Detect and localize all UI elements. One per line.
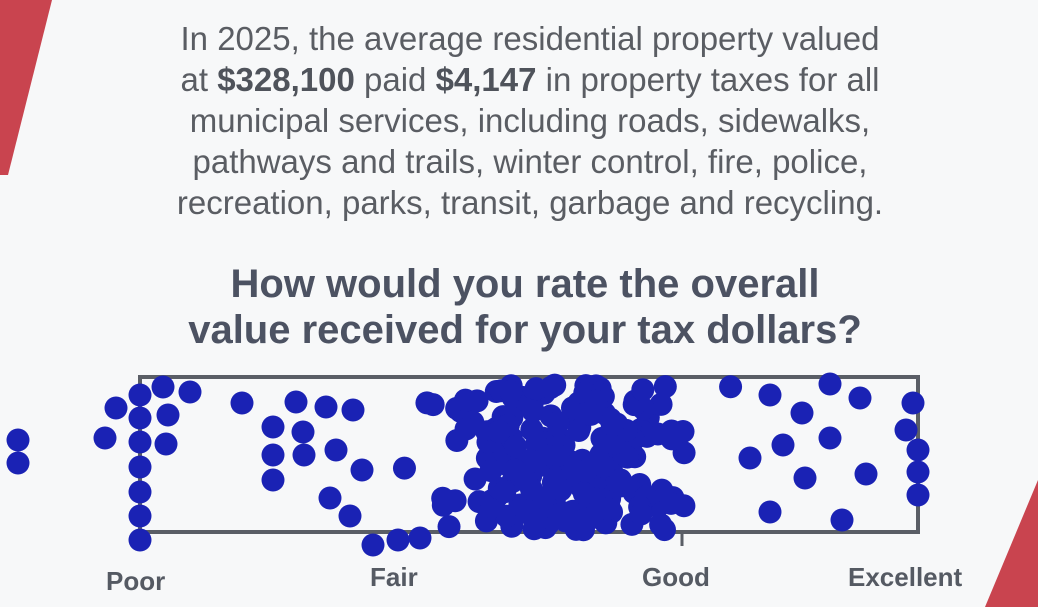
vote-dot xyxy=(351,459,374,482)
vote-dot xyxy=(179,381,202,404)
vote-dot xyxy=(129,431,152,454)
vote-dot xyxy=(292,421,315,444)
amount: $4,147 xyxy=(436,61,537,98)
scale-label: Good xyxy=(642,562,710,593)
vote-dot xyxy=(819,427,842,450)
vote-dot xyxy=(902,392,925,415)
text: in property taxes for all xyxy=(546,61,880,98)
statement-line: at $328,100 paid $4,147 in property taxe… xyxy=(0,59,1038,100)
vote-dot xyxy=(592,455,615,478)
vote-dot xyxy=(907,484,930,507)
text: municipal services, including roads, sid… xyxy=(190,102,870,139)
vote-dot xyxy=(522,400,545,423)
statement-line: municipal services, including roads, sid… xyxy=(0,100,1038,141)
vote-dot xyxy=(325,439,348,462)
vote-dot xyxy=(759,501,782,524)
vote-dot xyxy=(293,444,316,467)
vote-dot xyxy=(157,404,180,427)
vote-dot xyxy=(831,509,854,532)
text: recreation, parks, transit, garbage and … xyxy=(177,184,883,221)
vote-dot xyxy=(262,444,285,467)
vote-dot xyxy=(362,534,385,557)
vote-dot xyxy=(152,376,175,399)
vote-dot xyxy=(525,377,548,400)
vote-dot xyxy=(654,375,677,398)
amount: $328,100 xyxy=(217,61,355,98)
vote-dot xyxy=(480,459,503,482)
vote-dot xyxy=(94,427,117,450)
vote-dot xyxy=(455,417,478,440)
page: In 2025, the average residential propert… xyxy=(0,0,1038,607)
vote-dot xyxy=(719,375,742,398)
vote-dot xyxy=(444,489,467,512)
vote-dot xyxy=(532,486,555,509)
vote-dot xyxy=(573,482,596,505)
vote-dot xyxy=(262,469,285,492)
vote-dot xyxy=(907,439,930,462)
vote-dot xyxy=(393,457,416,480)
vote-dot xyxy=(514,468,537,491)
vote-dot xyxy=(438,515,461,538)
vote-dot xyxy=(895,419,918,442)
vote-dot xyxy=(155,433,178,456)
vote-dot xyxy=(7,452,30,475)
vote-dot xyxy=(129,384,152,407)
red-corner xyxy=(985,480,1038,607)
vote-dot xyxy=(342,399,365,422)
text: paid xyxy=(364,61,426,98)
question-line: How would you rate the overall xyxy=(0,262,1038,307)
vote-dot xyxy=(454,389,477,412)
vote-dot xyxy=(819,373,842,396)
vote-dot xyxy=(339,505,362,528)
vote-dot xyxy=(660,427,683,450)
statement-line: recreation, parks, transit, garbage and … xyxy=(0,182,1038,223)
text: In 2025, the average residential propert… xyxy=(181,20,880,57)
scale-label: Poor xyxy=(106,566,165,597)
vote-dot xyxy=(523,512,546,535)
vote-dot xyxy=(488,420,511,443)
vote-dot xyxy=(387,529,410,552)
vote-dot xyxy=(285,391,308,414)
text: at xyxy=(180,61,208,98)
poster: In 2025, the average residential propert… xyxy=(0,0,1038,607)
vote-dot xyxy=(493,480,516,503)
vote-dot xyxy=(739,447,762,470)
vote-dot xyxy=(791,402,814,425)
statement-line: In 2025, the average residential propert… xyxy=(0,18,1038,59)
vote-dot xyxy=(794,467,817,490)
vote-dot xyxy=(231,392,254,415)
vote-dot xyxy=(262,416,285,439)
vote-dot xyxy=(422,393,445,416)
vote-dot xyxy=(315,396,338,419)
vote-dot xyxy=(759,384,782,407)
vote-dot xyxy=(499,380,522,403)
scale-label: Fair xyxy=(370,562,418,593)
vote-dot xyxy=(7,429,30,452)
vote-dot xyxy=(849,387,872,410)
vote-dot xyxy=(129,407,152,430)
vote-dot xyxy=(772,434,795,457)
vote-dot xyxy=(319,487,342,510)
vote-dot xyxy=(629,502,652,525)
vote-dot xyxy=(571,509,594,532)
scale-label: Excellent xyxy=(848,562,962,593)
vote-dot xyxy=(129,505,152,528)
vote-dot xyxy=(601,413,624,436)
vote-dot xyxy=(579,403,602,426)
vote-dot xyxy=(129,456,152,479)
vote-dot xyxy=(129,529,152,552)
vote-dot xyxy=(409,527,432,550)
vote-dot xyxy=(129,481,152,504)
vote-dot xyxy=(907,461,930,484)
statement-line: pathways and trails, winter control, fir… xyxy=(0,141,1038,182)
vote-dot xyxy=(855,463,878,486)
question-line: value received for your tax dollars? xyxy=(0,308,1038,353)
vote-dots xyxy=(7,373,930,557)
vote-dot xyxy=(105,397,128,420)
vote-dot xyxy=(546,444,569,467)
vote-dot xyxy=(631,378,654,401)
text: pathways and trails, winter control, fir… xyxy=(193,143,868,180)
